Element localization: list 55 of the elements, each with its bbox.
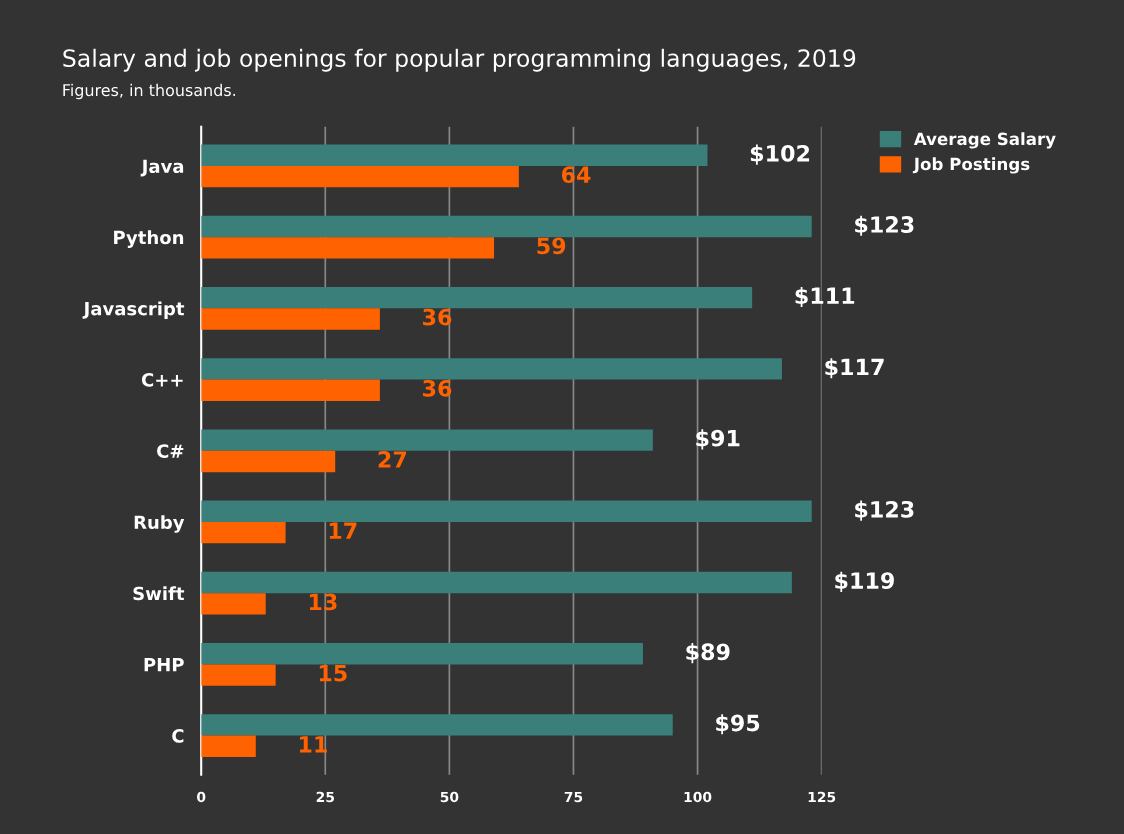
data-label: 27 [378, 451, 407, 468]
data-label: 59 [537, 237, 566, 255]
data-label: $123 [855, 215, 914, 236]
x-tick-label: 0 [197, 791, 206, 803]
x-tick-label: 75 [564, 791, 583, 803]
bar [201, 593, 266, 615]
bar [201, 450, 336, 473]
y-tick-label: C++ [141, 373, 183, 387]
data-label: $89 [686, 642, 730, 664]
bar [201, 215, 812, 238]
bar [201, 308, 380, 330]
data-label: $111 [795, 286, 855, 308]
chart-title: Salary and job openings for popular programming languages, 2019 [63, 48, 856, 72]
y-tick-label: Swift [133, 586, 185, 601]
data-label: 13 [309, 593, 337, 611]
x-tick-label: 125 [808, 791, 836, 803]
x-tick-label: 50 [440, 791, 459, 803]
data-label: 11 [299, 736, 327, 753]
bar [201, 714, 673, 736]
data-label: 36 [423, 308, 452, 326]
bar [201, 144, 708, 166]
bar [201, 165, 519, 188]
y-tick-label: Ruby [134, 515, 185, 533]
data-label: $91 [696, 429, 740, 450]
bar [201, 500, 812, 522]
y-tick-label: C# [157, 444, 184, 458]
bar [201, 571, 792, 594]
bar [201, 664, 276, 686]
data-label: 15 [319, 665, 347, 682]
chart-subtitle: Figures, in thousands. [63, 83, 236, 100]
x-tick-label: 100 [684, 791, 712, 803]
bar [201, 379, 380, 401]
y-tick-label: Python [114, 230, 184, 248]
y-tick-label: Javascript [82, 301, 185, 319]
data-label: $102 [750, 144, 810, 165]
data-label: $117 [825, 358, 884, 379]
data-label: 36 [423, 379, 452, 397]
data-label: 64 [561, 166, 591, 184]
bar [201, 358, 782, 380]
bar [201, 286, 753, 309]
data-label: $119 [835, 571, 894, 592]
y-tick-label: Java [140, 159, 184, 177]
bar [201, 735, 256, 757]
y-tick-label: C [172, 729, 184, 743]
data-label: $95 [716, 714, 760, 735]
bar [201, 237, 495, 259]
data-label: 17 [329, 522, 357, 539]
x-tick-label: 25 [316, 791, 334, 803]
bar [201, 429, 653, 451]
legend-label: Average Salary [913, 132, 1056, 149]
legend-label: Job Postings [912, 157, 1030, 174]
data-label: $123 [855, 500, 914, 521]
y-tick-label: PHP [144, 658, 184, 672]
bar [201, 643, 643, 665]
bar [201, 521, 286, 544]
